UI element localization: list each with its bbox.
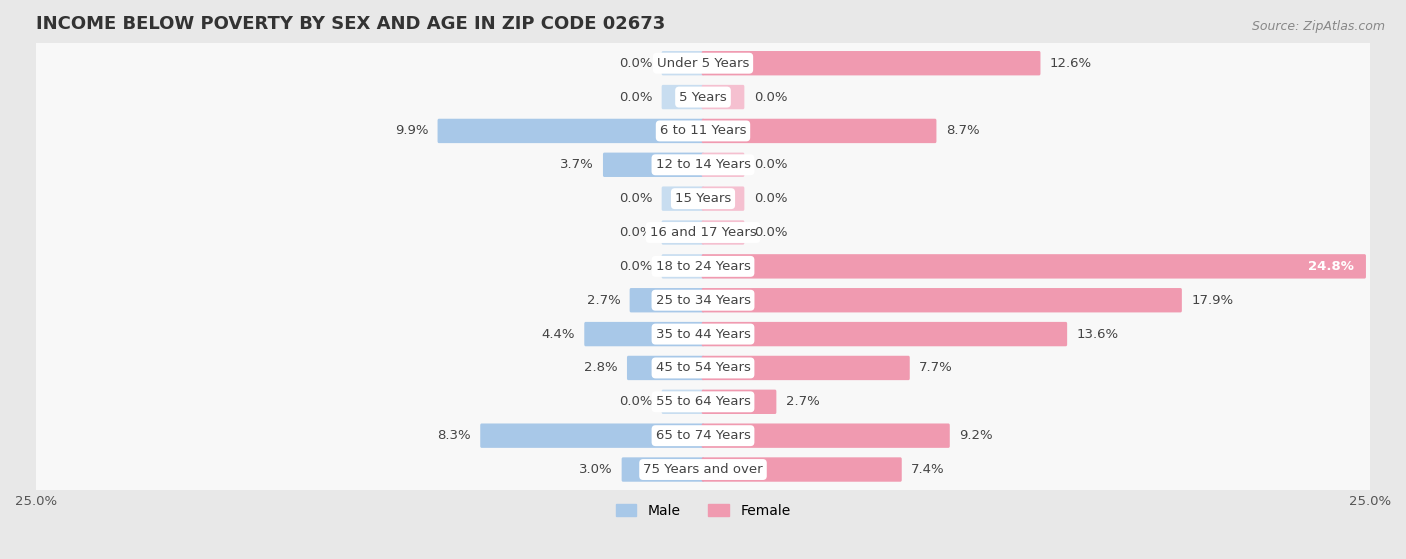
FancyBboxPatch shape <box>662 390 704 414</box>
Text: 0.0%: 0.0% <box>619 226 652 239</box>
FancyBboxPatch shape <box>31 110 1375 152</box>
FancyBboxPatch shape <box>702 322 1067 346</box>
FancyBboxPatch shape <box>662 51 704 75</box>
FancyBboxPatch shape <box>31 312 1375 356</box>
FancyBboxPatch shape <box>30 110 1376 152</box>
FancyBboxPatch shape <box>662 187 704 211</box>
Text: 0.0%: 0.0% <box>619 395 652 408</box>
FancyBboxPatch shape <box>702 457 901 482</box>
FancyBboxPatch shape <box>30 75 1376 119</box>
FancyBboxPatch shape <box>30 381 1376 423</box>
FancyBboxPatch shape <box>702 119 936 143</box>
Text: 0.0%: 0.0% <box>754 192 787 205</box>
Text: 12 to 14 Years: 12 to 14 Years <box>655 158 751 171</box>
Text: 15 Years: 15 Years <box>675 192 731 205</box>
FancyBboxPatch shape <box>30 414 1376 457</box>
FancyBboxPatch shape <box>31 144 1375 186</box>
FancyBboxPatch shape <box>585 322 704 346</box>
FancyBboxPatch shape <box>31 414 1375 457</box>
FancyBboxPatch shape <box>662 85 704 109</box>
Text: 8.7%: 8.7% <box>946 125 980 138</box>
Text: 35 to 44 Years: 35 to 44 Years <box>655 328 751 340</box>
FancyBboxPatch shape <box>31 279 1375 321</box>
FancyBboxPatch shape <box>31 381 1375 423</box>
Text: 0.0%: 0.0% <box>619 56 652 70</box>
FancyBboxPatch shape <box>630 288 704 312</box>
Text: Under 5 Years: Under 5 Years <box>657 56 749 70</box>
Text: 65 to 74 Years: 65 to 74 Years <box>655 429 751 442</box>
Text: 4.4%: 4.4% <box>541 328 575 340</box>
Text: 55 to 64 Years: 55 to 64 Years <box>655 395 751 408</box>
Text: 8.3%: 8.3% <box>437 429 471 442</box>
FancyBboxPatch shape <box>30 245 1376 288</box>
FancyBboxPatch shape <box>31 347 1375 389</box>
Text: 12.6%: 12.6% <box>1050 56 1092 70</box>
Text: 7.4%: 7.4% <box>911 463 945 476</box>
FancyBboxPatch shape <box>603 153 704 177</box>
Text: 17.9%: 17.9% <box>1191 293 1233 307</box>
FancyBboxPatch shape <box>30 211 1376 254</box>
FancyBboxPatch shape <box>31 177 1375 220</box>
Text: 0.0%: 0.0% <box>754 158 787 171</box>
Text: 3.0%: 3.0% <box>579 463 612 476</box>
Text: 6 to 11 Years: 6 to 11 Years <box>659 125 747 138</box>
Text: 3.7%: 3.7% <box>560 158 593 171</box>
FancyBboxPatch shape <box>30 144 1376 186</box>
FancyBboxPatch shape <box>702 51 1040 75</box>
FancyBboxPatch shape <box>31 75 1375 119</box>
FancyBboxPatch shape <box>30 347 1376 389</box>
FancyBboxPatch shape <box>31 245 1375 288</box>
FancyBboxPatch shape <box>702 254 1367 278</box>
Text: 0.0%: 0.0% <box>619 91 652 103</box>
Text: 9.9%: 9.9% <box>395 125 429 138</box>
FancyBboxPatch shape <box>702 220 744 245</box>
Text: 0.0%: 0.0% <box>754 91 787 103</box>
Text: 7.7%: 7.7% <box>920 362 953 375</box>
FancyBboxPatch shape <box>702 288 1182 312</box>
Text: 45 to 54 Years: 45 to 54 Years <box>655 362 751 375</box>
Text: 13.6%: 13.6% <box>1077 328 1119 340</box>
FancyBboxPatch shape <box>627 356 704 380</box>
FancyBboxPatch shape <box>702 153 744 177</box>
Text: 2.7%: 2.7% <box>586 293 620 307</box>
Legend: Male, Female: Male, Female <box>610 498 796 523</box>
FancyBboxPatch shape <box>662 220 704 245</box>
Text: 75 Years and over: 75 Years and over <box>643 463 763 476</box>
FancyBboxPatch shape <box>31 42 1375 84</box>
Text: 24.8%: 24.8% <box>1308 260 1354 273</box>
FancyBboxPatch shape <box>437 119 704 143</box>
Text: 18 to 24 Years: 18 to 24 Years <box>655 260 751 273</box>
FancyBboxPatch shape <box>30 448 1376 491</box>
FancyBboxPatch shape <box>702 187 744 211</box>
FancyBboxPatch shape <box>30 312 1376 356</box>
Text: Source: ZipAtlas.com: Source: ZipAtlas.com <box>1251 20 1385 32</box>
Text: 0.0%: 0.0% <box>619 260 652 273</box>
Text: 2.7%: 2.7% <box>786 395 820 408</box>
FancyBboxPatch shape <box>702 424 950 448</box>
FancyBboxPatch shape <box>702 390 776 414</box>
Text: 0.0%: 0.0% <box>754 226 787 239</box>
FancyBboxPatch shape <box>481 424 704 448</box>
FancyBboxPatch shape <box>662 254 704 278</box>
FancyBboxPatch shape <box>31 448 1375 491</box>
Text: 25 to 34 Years: 25 to 34 Years <box>655 293 751 307</box>
FancyBboxPatch shape <box>30 42 1376 84</box>
Text: 9.2%: 9.2% <box>959 429 993 442</box>
Text: 0.0%: 0.0% <box>619 192 652 205</box>
FancyBboxPatch shape <box>30 279 1376 321</box>
FancyBboxPatch shape <box>702 356 910 380</box>
FancyBboxPatch shape <box>31 211 1375 254</box>
FancyBboxPatch shape <box>702 85 744 109</box>
Text: 5 Years: 5 Years <box>679 91 727 103</box>
FancyBboxPatch shape <box>621 457 704 482</box>
Text: 16 and 17 Years: 16 and 17 Years <box>650 226 756 239</box>
Text: INCOME BELOW POVERTY BY SEX AND AGE IN ZIP CODE 02673: INCOME BELOW POVERTY BY SEX AND AGE IN Z… <box>37 15 665 33</box>
FancyBboxPatch shape <box>30 177 1376 220</box>
Text: 2.8%: 2.8% <box>583 362 617 375</box>
